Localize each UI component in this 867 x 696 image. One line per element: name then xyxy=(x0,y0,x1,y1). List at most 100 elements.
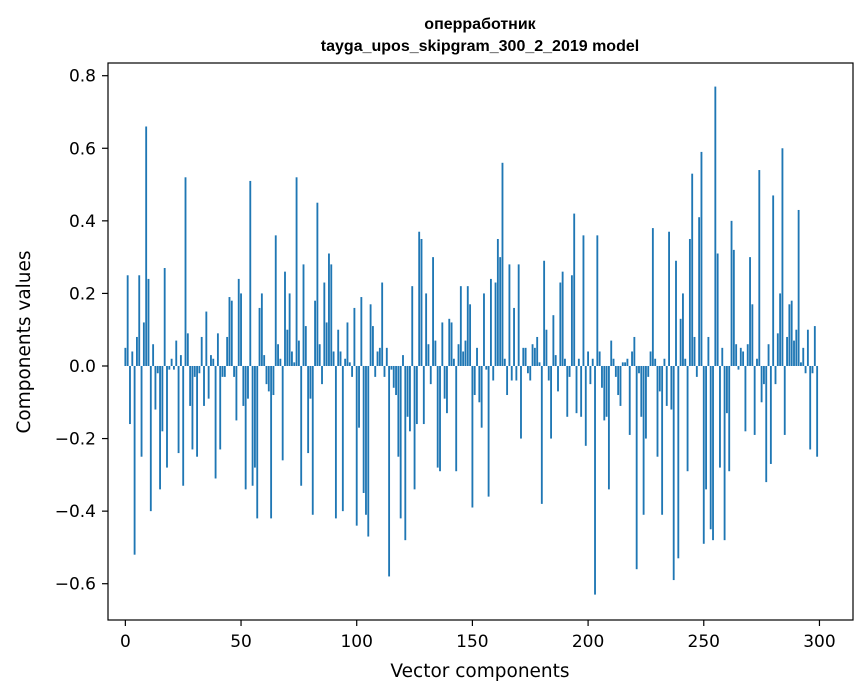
bar xyxy=(538,362,541,366)
bar xyxy=(136,336,138,366)
bar xyxy=(175,340,178,366)
bar xyxy=(494,282,497,366)
bar xyxy=(316,202,319,366)
bar xyxy=(575,365,578,414)
bar xyxy=(402,355,404,366)
bar xyxy=(272,365,275,396)
bar xyxy=(483,293,485,366)
bar xyxy=(223,365,226,377)
bar xyxy=(309,365,312,399)
bar xyxy=(371,326,374,366)
bar xyxy=(355,365,358,526)
bar xyxy=(594,365,596,595)
bar xyxy=(698,217,701,366)
bar xyxy=(781,148,784,366)
bar xyxy=(793,340,795,366)
bar xyxy=(432,257,434,366)
bar xyxy=(531,344,534,366)
bar xyxy=(226,336,229,366)
bar xyxy=(163,268,166,366)
bar xyxy=(485,365,488,370)
bar xyxy=(719,365,721,468)
y-tick-label: 0.2 xyxy=(69,284,96,304)
bar xyxy=(506,365,509,396)
bar xyxy=(381,282,384,366)
bar xyxy=(536,336,539,366)
bar xyxy=(390,365,393,370)
bar xyxy=(267,365,270,392)
bar xyxy=(686,365,689,472)
bar xyxy=(813,326,816,366)
bar xyxy=(524,347,527,366)
bar xyxy=(513,307,515,366)
bar xyxy=(265,365,268,385)
bar xyxy=(642,365,645,515)
bar xyxy=(598,351,601,366)
bar xyxy=(573,213,576,366)
bar xyxy=(422,365,425,425)
bar xyxy=(735,344,738,366)
bar xyxy=(274,235,277,366)
y-tick-label: −0.6 xyxy=(55,575,96,595)
x-tick-label: 0 xyxy=(120,632,131,652)
bar xyxy=(668,231,670,366)
bar xyxy=(675,260,677,366)
bar xyxy=(670,365,673,410)
bar xyxy=(626,358,629,366)
bar xyxy=(443,365,446,399)
bar xyxy=(684,358,687,366)
bar xyxy=(441,322,444,366)
bar xyxy=(779,293,782,366)
bar xyxy=(617,365,620,396)
bar xyxy=(587,351,590,366)
bar xyxy=(149,365,152,512)
x-tick-label: 100 xyxy=(340,632,372,652)
bar xyxy=(614,365,617,377)
bar xyxy=(448,318,451,366)
bar xyxy=(721,347,724,366)
bar xyxy=(286,329,289,366)
bar xyxy=(249,180,252,366)
bar xyxy=(270,365,273,519)
bar xyxy=(457,344,460,366)
bar xyxy=(635,365,638,570)
bar xyxy=(399,365,402,519)
bar xyxy=(716,253,719,366)
bar xyxy=(240,293,242,366)
bar xyxy=(415,365,418,425)
bar xyxy=(237,278,240,366)
bar xyxy=(140,365,143,457)
bar xyxy=(756,358,758,366)
y-tick-label: 0.8 xyxy=(69,67,96,87)
bar xyxy=(193,365,196,377)
bar xyxy=(790,300,793,366)
bar xyxy=(693,336,696,366)
bar xyxy=(732,249,735,366)
bar xyxy=(152,344,155,366)
bar xyxy=(776,333,779,366)
bar xyxy=(358,365,360,428)
bar xyxy=(147,278,150,366)
bar xyxy=(311,365,314,515)
bar xyxy=(503,358,506,366)
bar xyxy=(439,365,441,472)
bar xyxy=(256,365,259,519)
bar xyxy=(612,358,615,366)
bar xyxy=(788,304,791,366)
bar xyxy=(786,336,788,366)
bar xyxy=(168,365,171,370)
bar xyxy=(142,322,145,366)
bar xyxy=(469,304,472,366)
y-axis-ticks: −0.6 −0.4 −0.2 0.0 0.2 0.4 0.6 0.8 xyxy=(55,67,108,595)
bar xyxy=(533,347,536,366)
bar xyxy=(564,358,566,366)
bar xyxy=(577,358,580,366)
bar xyxy=(455,365,458,472)
bar xyxy=(170,358,173,366)
bar xyxy=(189,365,192,406)
bar xyxy=(691,173,694,366)
bar xyxy=(228,297,231,366)
bar xyxy=(554,355,557,366)
bar xyxy=(566,365,569,417)
bar xyxy=(425,293,428,366)
